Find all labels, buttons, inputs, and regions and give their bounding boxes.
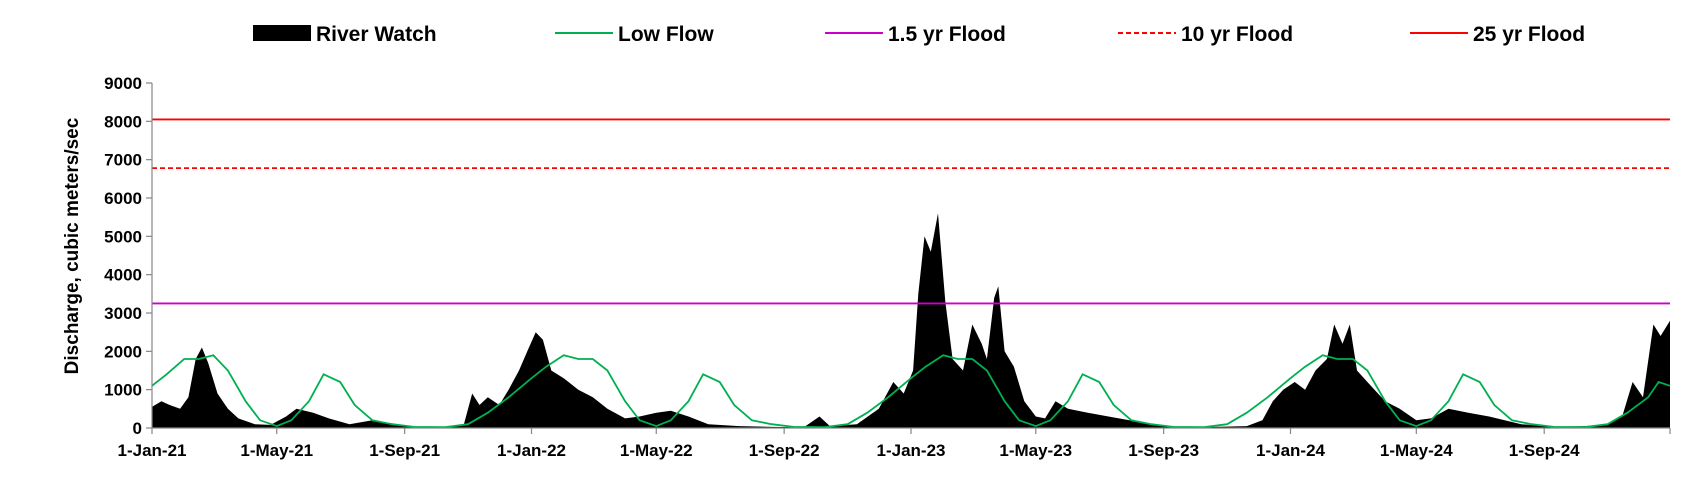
y-tick-label: 9000 <box>104 74 142 93</box>
y-tick-label: 1000 <box>104 381 142 400</box>
x-tick-label: 1-Sep-22 <box>749 441 820 460</box>
y-tick-label: 2000 <box>104 342 142 361</box>
y-tick-label: 4000 <box>104 266 142 285</box>
river-watch-series-area <box>152 213 1670 428</box>
legend-label: River Watch <box>316 23 437 46</box>
x-tick-label: 1-Sep-23 <box>1128 441 1199 460</box>
legend-label: 1.5 yr Flood <box>888 23 1006 46</box>
y-tick-label: 6000 <box>104 189 142 208</box>
y-tick-label: 0 <box>133 419 142 438</box>
low-flow-series-line <box>151 354 1671 429</box>
x-tick-label: 1-Jan-22 <box>497 441 566 460</box>
y-tick-label: 8000 <box>104 112 142 131</box>
legend-item-low-flow: Low Flow <box>555 23 714 46</box>
legend-label: Low Flow <box>618 23 714 46</box>
x-tick-label: 1-Jan-21 <box>118 441 187 460</box>
legend-item-10-yr-flood: 10 yr Flood <box>1118 23 1293 46</box>
legend-label: 10 yr Flood <box>1181 23 1293 46</box>
legend-label: 25 yr Flood <box>1473 23 1585 46</box>
legend-swatch <box>253 25 311 41</box>
x-tick-label: 1-Sep-24 <box>1509 441 1580 460</box>
legend-item-1-5-yr-flood: 1.5 yr Flood <box>825 23 1006 46</box>
legend: River Watch Low Flow 1.5 yr Flood 10 yr Flo… <box>253 23 1585 46</box>
y-tick-label: 5000 <box>104 227 142 246</box>
x-tick-label: 1-May-21 <box>240 441 313 460</box>
plot-area <box>151 118 1671 429</box>
legend-item-25-yr-flood: 25 yr Flood <box>1410 23 1585 46</box>
y-axis: 0 1000 2000 3000 4000 5000 6000 7000 8000 9000 <box>104 74 153 438</box>
y-tick-label: 3000 <box>104 304 142 323</box>
x-tick-label: 1-May-24 <box>1380 441 1453 460</box>
x-axis: 1-Jan-21 1-May-21 1-Sep-21 1-Jan-22 1-May-22… <box>118 427 1671 460</box>
y-tick-label: 7000 <box>104 151 142 170</box>
x-tick-label: 1-Sep-21 <box>369 441 440 460</box>
x-tick-label: 1-May-22 <box>620 441 693 460</box>
x-tick-label: 1-May-23 <box>999 441 1072 460</box>
y-axis-title: Discharge, cubic meters/sec <box>62 117 83 374</box>
x-tick-label: 1-Jan-23 <box>877 441 946 460</box>
x-tick-label: 1-Jan-24 <box>1256 441 1326 460</box>
legend-item-river-watch: River Watch <box>253 23 437 46</box>
